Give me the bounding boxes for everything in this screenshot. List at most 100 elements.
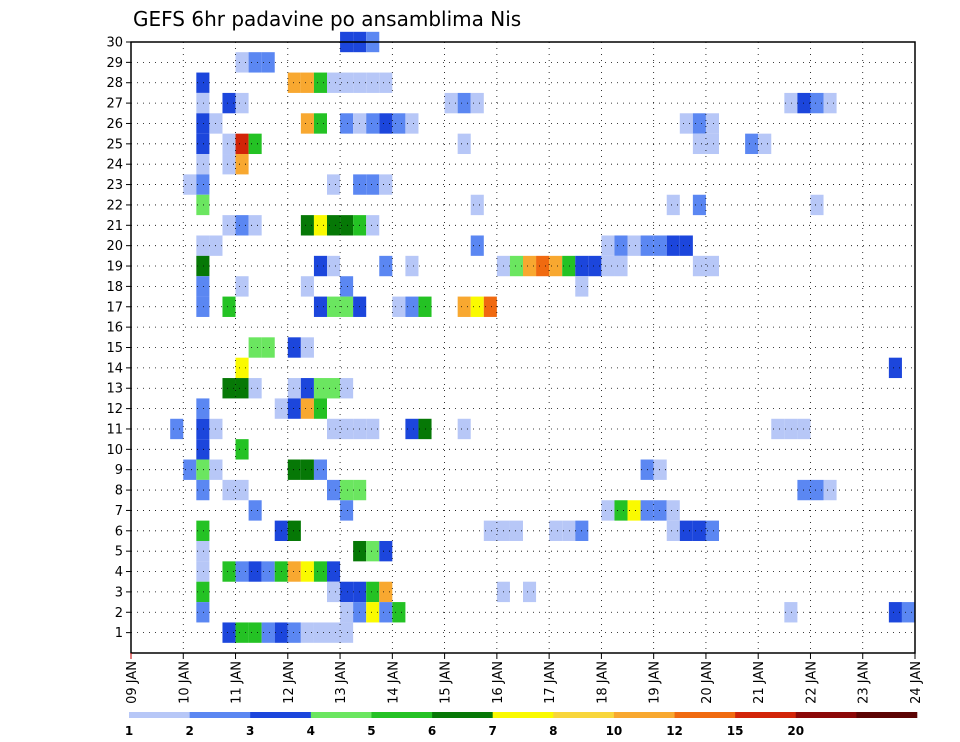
- heatmap-cell: [614, 235, 628, 256]
- colorbar-swatch: [735, 712, 797, 718]
- heatmap-cell: [457, 133, 471, 155]
- heatmap-cell: [366, 174, 380, 195]
- heatmap-cell: [196, 235, 210, 256]
- heatmap-cell: [196, 194, 210, 216]
- heatmap-cell: [313, 215, 327, 236]
- heatmap-cell: [196, 154, 210, 175]
- heatmap-cell: [627, 500, 641, 521]
- y-tick-label: 6: [115, 524, 123, 539]
- heatmap-cell: [300, 337, 314, 358]
- heatmap-cell: [235, 561, 249, 582]
- heatmap-cell: [692, 194, 706, 216]
- colorbar-swatch: [310, 712, 372, 718]
- heatmap-cell: [601, 255, 615, 277]
- heatmap-cell: [771, 418, 785, 440]
- colorbar-swatch: [189, 712, 251, 718]
- x-tick-label: 23 JAN: [857, 661, 872, 704]
- heatmap-cell: [614, 255, 628, 277]
- heatmap-cell: [300, 398, 314, 419]
- heatmap-cell: [392, 602, 406, 623]
- colorbar-label: 20: [787, 724, 804, 738]
- colorbar-label: 4: [307, 724, 315, 738]
- heatmap-cell: [313, 398, 327, 419]
- heatmap-cell: [183, 174, 197, 195]
- heatmap-cell: [523, 255, 537, 277]
- heatmap-cell: [340, 581, 354, 603]
- x-tick-label: 11 JAN: [230, 661, 245, 704]
- heatmap-cell: [784, 418, 798, 440]
- heatmap-cell: [222, 92, 236, 114]
- heatmap-cell: [196, 581, 210, 603]
- heatmap-cell: [483, 520, 497, 541]
- heatmap-cell: [692, 113, 706, 134]
- heatmap-cell: [823, 92, 837, 114]
- heatmap-cell: [287, 459, 301, 480]
- x-tick-label: 21 JAN: [752, 661, 767, 704]
- y-tick-label: 26: [106, 117, 123, 132]
- heatmap-cell: [287, 520, 301, 541]
- heatmap-cell: [222, 561, 236, 582]
- x-tick-label: 12 JAN: [282, 661, 297, 704]
- heatmap-cell: [405, 418, 419, 440]
- heatmap-cell: [313, 72, 327, 93]
- heatmap-cell: [366, 581, 380, 603]
- heatmap-cell: [248, 378, 262, 399]
- heatmap-cell: [366, 418, 380, 440]
- heatmap-cell: [222, 622, 236, 643]
- heatmap-cell: [300, 378, 314, 399]
- colorbar-swatch: [613, 712, 675, 718]
- x-tick-label: 13 JAN: [334, 661, 349, 704]
- heatmap-cell: [222, 479, 236, 501]
- heatmap-cells: [170, 31, 915, 643]
- colorbar-label: 5: [367, 724, 375, 738]
- heatmap-cell: [666, 194, 680, 216]
- y-tick-label: 20: [106, 239, 123, 254]
- heatmap-cell: [653, 459, 667, 480]
- x-tick-label: 14 JAN: [386, 661, 401, 704]
- heatmap-cell: [705, 520, 719, 541]
- heatmap-cell: [313, 378, 327, 399]
- heatmap-cell: [340, 418, 354, 440]
- heatmap-cell: [509, 255, 523, 277]
- heatmap-cell: [196, 602, 210, 623]
- heatmap-cell: [614, 500, 628, 521]
- heatmap-cell: [405, 255, 419, 277]
- heatmap-cell: [196, 398, 210, 419]
- heatmap-cell: [196, 92, 210, 114]
- heatmap-cell: [457, 418, 471, 440]
- heatmap-cell: [470, 235, 484, 256]
- heatmap-cell: [340, 215, 354, 236]
- heatmap-cell: [784, 92, 798, 114]
- heatmap-cell: [888, 602, 902, 623]
- heatmap-cell: [901, 602, 915, 623]
- heatmap-cell: [588, 255, 602, 277]
- heatmap-cell: [300, 622, 314, 643]
- heatmap-cell: [287, 72, 301, 93]
- heatmap-cell: [340, 622, 354, 643]
- y-tick-label: 14: [106, 361, 123, 376]
- heatmap-cell: [313, 459, 327, 480]
- heatmap-cell: [170, 418, 184, 440]
- y-tick-label: 5: [115, 545, 123, 560]
- heatmap-cell: [679, 235, 693, 256]
- colorbar-label: 10: [606, 724, 623, 738]
- heatmap-cell: [300, 113, 314, 134]
- colorbar-swatch: [432, 712, 493, 718]
- colorbar-label: 7: [489, 724, 497, 738]
- heatmap-cell: [287, 622, 301, 643]
- heatmap-cell: [366, 113, 380, 134]
- heatmap-cell: [327, 622, 341, 643]
- heatmap-cell: [562, 520, 576, 541]
- heatmap-cell: [679, 113, 693, 134]
- heatmap-cell: [379, 602, 393, 623]
- heatmap-cell: [758, 133, 772, 155]
- heatmap-cell: [366, 72, 380, 93]
- heatmap-cell: [692, 255, 706, 277]
- heatmap-cell: [196, 439, 210, 460]
- heatmap-cell: [379, 540, 393, 562]
- heatmap-cell: [183, 459, 197, 480]
- heatmap-cell: [300, 72, 314, 93]
- heatmap-cell: [666, 500, 680, 521]
- heatmap-cell: [261, 52, 275, 73]
